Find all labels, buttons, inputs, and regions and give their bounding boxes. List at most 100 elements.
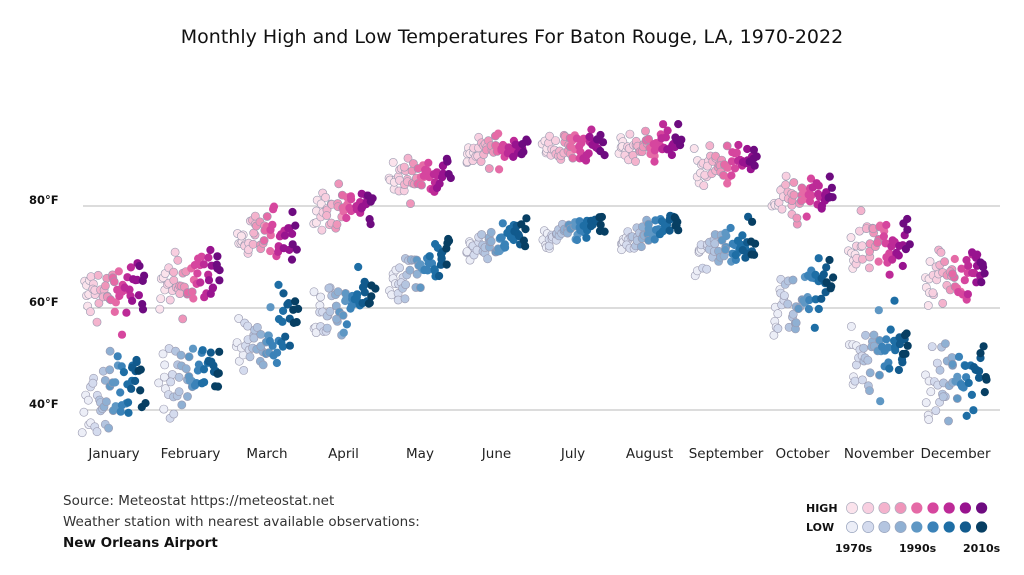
low-point-september-2006 [731,251,740,260]
low-point-january-1981 [92,427,102,437]
high-point-march-2022 [291,221,300,230]
high-point-april-1978 [317,225,327,235]
high-point-november-2013 [894,251,903,260]
high-point-november-1997 [874,257,883,266]
legend-low-swatch [846,521,858,533]
high-point-september-1970 [689,144,699,153]
low-point-march-2022 [294,304,303,313]
low-point-october-2016 [822,263,831,272]
high-point-december-2021 [979,263,988,272]
low-point-february-1970 [154,378,164,388]
low-point-october-1994 [794,304,803,314]
high-point-july-2021 [598,138,608,147]
low-point-april-2010 [354,262,363,272]
low-point-july-2022 [600,227,609,236]
high-point-march-2003 [269,205,278,214]
high-point-july-2011 [587,125,596,134]
low-point-october-2007 [811,270,820,279]
low-point-november-2022 [903,341,912,350]
low-point-august-2000 [650,235,659,244]
high-point-november-2005 [885,249,894,258]
low-point-october-2019 [825,255,834,265]
high-point-october-1992 [792,213,802,223]
low-point-november-2011 [891,346,900,355]
low-point-march-1993 [258,360,268,370]
high-point-july-2012 [585,132,594,141]
x-tick-labels: January February March April May June July Augu… [87,446,991,462]
low-point-october-2008 [810,323,819,332]
low-point-december-2011 [967,390,977,399]
low-point-september-2020 [748,217,757,226]
low-point-november-1976 [850,376,860,386]
low-point-january-2001 [116,407,125,416]
high-point-september-2022 [750,161,759,170]
low-point-march-2012 [279,289,288,298]
high-point-december-1975 [925,257,935,266]
low-point-december-2022 [982,375,991,384]
high-point-january-1999 [114,267,123,276]
low-point-june-2005 [501,243,510,252]
low-point-november-1998 [876,397,885,406]
low-point-december-1989 [944,416,953,426]
high-point-september-1982 [705,141,715,151]
high-point-january-1982 [92,317,102,327]
high-point-may-2002 [424,158,433,167]
high-point-october-2019 [825,172,834,181]
high-point-november-2016 [898,261,907,271]
legend-low-swatch [862,521,875,533]
high-point-april-1983 [322,211,332,220]
low-point-october-1987 [788,309,798,319]
low-point-november-2008 [890,296,899,305]
low-point-december-1977 [927,342,937,351]
low-point-july-2007 [582,233,591,242]
low-point-march-2016 [284,299,293,308]
x-tick-november: November [844,446,915,462]
legend-high-swatch [959,502,972,514]
x-tick-may: May [406,446,434,462]
high-point-may-1988 [406,199,415,208]
high-point-october-2005 [806,174,816,183]
legend-low-swatch [927,521,939,533]
high-point-september-1998 [723,179,732,188]
low-point-march-2009 [279,306,288,315]
x-tick-july: July [560,446,585,462]
high-point-may-1987 [403,153,413,163]
low-point-february-1987 [174,372,184,382]
high-point-february-2004 [197,252,206,261]
low-point-march-2003 [273,348,282,357]
low-point-november-1985 [863,355,873,365]
low-point-june-1993 [486,227,496,237]
low-point-april-1997 [339,328,348,337]
low-point-november-2021 [902,329,911,338]
low-point-june-1972 [462,247,472,256]
low-point-january-1991 [104,423,113,433]
high-point-august-1992 [641,126,650,136]
station-note: Weather station with nearest available o… [63,514,420,530]
low-point-january-1990 [102,397,111,407]
high-point-april-2021 [366,220,375,229]
high-point-july-1977 [545,131,554,141]
high-point-january-2012 [128,296,137,305]
legend-high-swatch [846,502,858,514]
low-point-october-2021 [829,273,838,282]
low-point-december-1987 [938,392,948,402]
low-point-november-2006 [885,364,894,373]
high-point-february-2006 [196,278,205,287]
low-point-november-2016 [898,358,907,367]
low-point-november-1988 [865,386,874,395]
low-point-may-1996 [415,283,425,292]
low-point-july-2000 [572,235,582,245]
x-tick-april: April [328,446,359,462]
low-point-may-2022 [444,234,453,244]
high-point-august-2002 [650,146,659,155]
low-point-february-1980 [166,377,176,387]
high-point-march-1998 [266,247,275,256]
low-point-december-2000 [954,352,964,361]
low-point-february-1999 [188,344,198,353]
low-point-september-2021 [751,239,760,248]
high-point-august-1984 [631,157,640,166]
high-point-march-2019 [287,255,297,264]
low-point-november-2012 [894,365,904,375]
low-point-october-2000 [804,305,814,314]
